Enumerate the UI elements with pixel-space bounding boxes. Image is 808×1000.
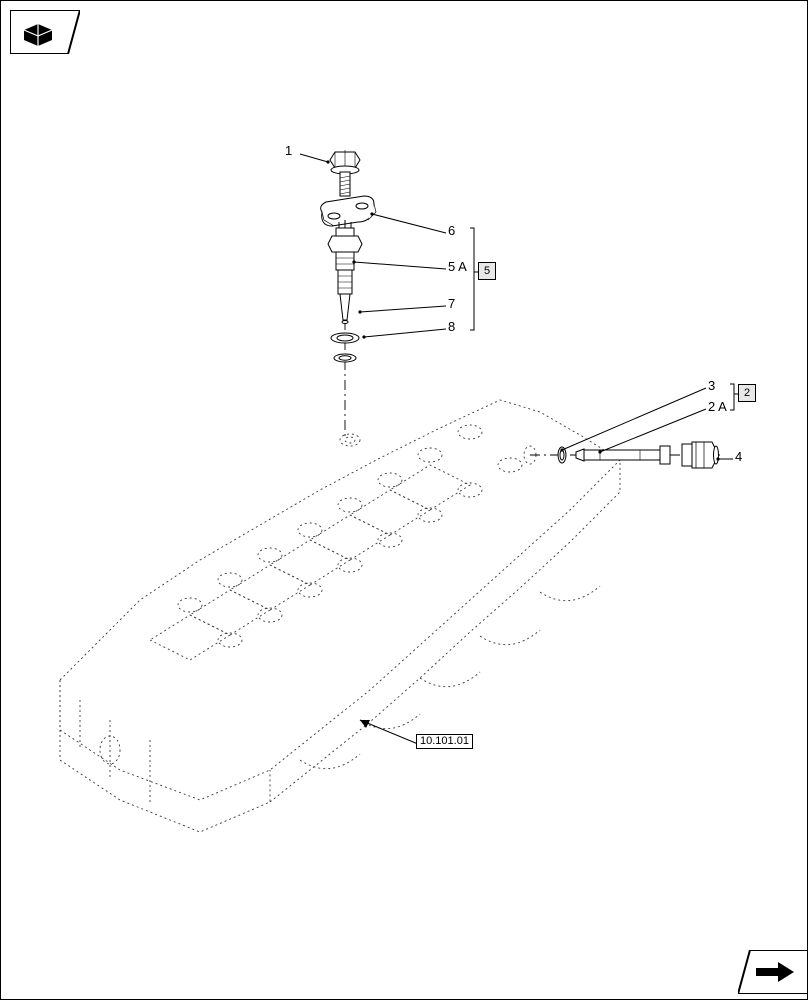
cylinder-head-ref <box>60 400 620 832</box>
callout-8: 8 <box>448 320 455 333</box>
part-clamp <box>321 196 376 226</box>
part-connector-tube <box>576 446 670 464</box>
part-injector <box>328 220 362 324</box>
group-box-5: 5 <box>478 262 496 280</box>
part-bolt <box>330 150 360 196</box>
part-connector-nut <box>682 442 719 468</box>
group-box-2: 2 <box>738 384 756 402</box>
part-oring-3 <box>558 447 566 463</box>
callout-1: 1 <box>285 144 292 157</box>
callout-6: 6 <box>448 224 455 237</box>
callout-5a: 5 A <box>448 260 467 273</box>
part-seal-8 <box>334 354 356 362</box>
callout-3: 3 <box>708 379 715 392</box>
exploded-diagram <box>0 0 808 1000</box>
ref-cylinder-head: 10.101.01 <box>416 734 473 749</box>
callout-4: 4 <box>735 450 742 463</box>
callout-2a: 2 A <box>708 400 727 413</box>
part-seal-7 <box>331 333 359 343</box>
callout-7: 7 <box>448 297 455 310</box>
